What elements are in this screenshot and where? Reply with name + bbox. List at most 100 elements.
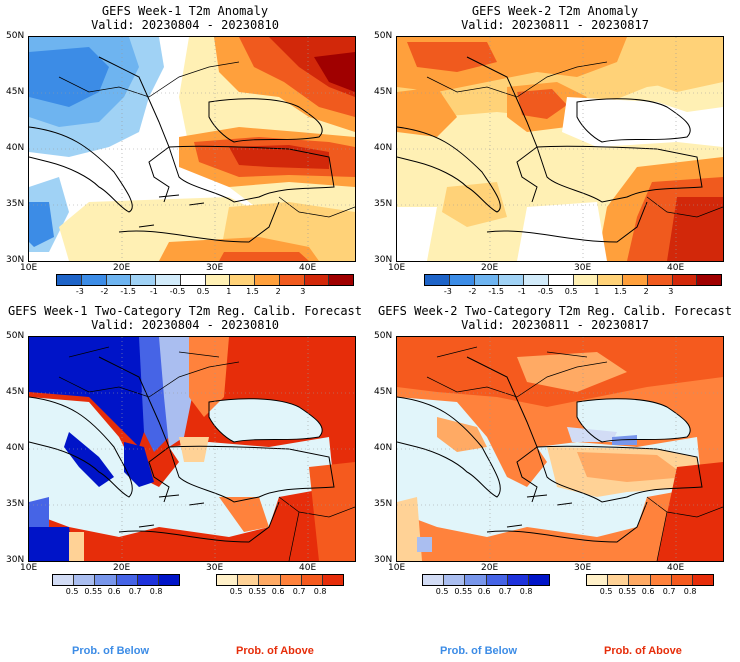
colorbar-swatch — [548, 275, 574, 285]
colorbar-tick-label: -1 — [149, 287, 158, 296]
colorbar-tick-label: 0.8 — [683, 587, 697, 596]
colorbar-tick-label: -0.5 — [169, 287, 186, 296]
colorbar-swatch — [692, 575, 714, 585]
colorbar-swatch — [629, 575, 651, 585]
lat-label: 40N — [374, 443, 393, 453]
colorbar-swatch — [205, 275, 231, 285]
colorbar-swatch — [238, 575, 260, 585]
prob-above-label-left: Prob. of Above — [236, 645, 314, 657]
colorbar-swatch — [671, 575, 693, 585]
colorbar-tick-label: -1.5 — [488, 287, 504, 296]
colorbar-swatch — [329, 275, 353, 285]
colorbar-tick-label: 0.8 — [313, 587, 327, 596]
colorbar-swatch — [57, 275, 82, 285]
anomaly-colorbar-left — [56, 274, 354, 286]
colorbar-swatch — [81, 275, 107, 285]
lat-label: 40N — [374, 143, 393, 153]
lon-label: 10E — [388, 563, 406, 573]
colorbar-swatch — [301, 575, 323, 585]
colorbar-swatch — [598, 275, 623, 285]
colorbar-swatch — [507, 575, 529, 585]
colorbar-tick-label: 0.55 — [454, 587, 473, 596]
colorbar-swatch — [230, 275, 255, 285]
colorbar-swatch — [608, 575, 630, 585]
colorbar-swatch — [650, 575, 672, 585]
lat-label: 50N — [374, 31, 393, 41]
colorbar-swatch — [587, 575, 609, 585]
map-week2-anomaly — [396, 36, 724, 262]
lon-label: 40E — [667, 263, 685, 273]
panel-title-week2-prob: GEFS Week-2 Two-Category T2m Reg. Calib.… — [370, 304, 740, 332]
colorbar-swatch — [425, 275, 450, 285]
colorbar-swatch — [116, 575, 138, 585]
prob-below-colorbar-right — [422, 574, 550, 586]
colorbar-tick-label: -1 — [517, 287, 526, 296]
colorbar-swatch — [106, 275, 132, 285]
lon-label: 10E — [20, 563, 38, 573]
lon-label: 30E — [574, 563, 592, 573]
lat-label: 45N — [6, 87, 25, 97]
lon-label: 20E — [113, 263, 131, 273]
lat-label: 35N — [374, 499, 393, 509]
colorbar-swatch — [53, 575, 75, 585]
valid-text: Valid: 20230811 - 20230817 — [461, 18, 649, 32]
colorbar-swatch — [255, 275, 280, 285]
map-week1-anomaly — [28, 36, 356, 262]
colorbar-tick-label: 0.7 — [662, 587, 676, 596]
colorbar-tick-label: 0.5 — [65, 587, 79, 596]
probability-field — [397, 337, 723, 561]
colorbar-tick-label: 0.6 — [107, 587, 121, 596]
colorbar-swatch — [465, 575, 487, 585]
colorbar-tick-label: 1 — [594, 287, 600, 296]
title-text: GEFS Week-2 T2m Anomaly — [471, 4, 639, 18]
prob-above-colorbar-left — [216, 574, 344, 586]
colorbar-swatch — [449, 275, 475, 285]
colorbar-swatch — [486, 575, 508, 585]
colorbar-swatch — [279, 275, 305, 285]
colorbar-tick-label: 0.55 — [84, 587, 103, 596]
valid-text: Valid: 20230811 - 20230817 — [461, 318, 649, 332]
colorbar-tick-label: 0.8 — [149, 587, 163, 596]
prob-below-label-left: Prob. of Below — [72, 645, 149, 657]
colorbar-tick-label: 0.7 — [292, 587, 306, 596]
colorbar-tick-label: 0.55 — [618, 587, 637, 596]
colorbar-tick-label: -2 — [100, 287, 109, 296]
lon-label: 40E — [299, 563, 317, 573]
colorbar-tick-label: 0.7 — [128, 587, 142, 596]
colorbar-tick-label: 1 — [226, 287, 232, 296]
anomaly-field — [29, 37, 355, 261]
lat-label: 40N — [6, 143, 25, 153]
colorbar-swatch — [74, 575, 96, 585]
lon-label: 40E — [299, 263, 317, 273]
colorbar-tick-label: 0.6 — [271, 587, 285, 596]
colorbar-tick-label: 1.5 — [246, 287, 259, 296]
valid-text: Valid: 20230804 - 20230810 — [91, 18, 279, 32]
colorbar-swatch — [158, 575, 180, 585]
title-text: GEFS Week-2 Two-Category T2m Reg. Calib.… — [377, 304, 732, 318]
lat-label: 35N — [374, 199, 393, 209]
colorbar-tick-label: 0.6 — [641, 587, 655, 596]
lat-label: 40N — [6, 443, 25, 453]
lat-label: 30N — [6, 555, 25, 565]
lat-label: 50N — [6, 331, 25, 341]
panel-title-week1-anomaly: GEFS Week-1 T2m Anomaly Valid: 20230804 -… — [0, 4, 370, 32]
colorbar-tick-label: 3 — [300, 287, 306, 296]
lon-label: 30E — [206, 263, 224, 273]
map-week2-probability — [396, 336, 724, 562]
lat-label: 45N — [374, 87, 393, 97]
colorbar-swatch — [217, 575, 239, 585]
prob-above-label-right: Prob. of Above — [604, 645, 682, 657]
colorbar-swatch — [95, 575, 117, 585]
lon-label: 40E — [667, 563, 685, 573]
colorbar-tick-label: 0.5 — [229, 587, 243, 596]
colorbar-swatch — [180, 275, 206, 285]
colorbar-tick-label: 2 — [275, 287, 281, 296]
colorbar-swatch — [322, 575, 344, 585]
prob-below-colorbar-left — [52, 574, 180, 586]
lon-label: 30E — [206, 563, 224, 573]
colorbar-tick-label: 0.5 — [196, 287, 210, 296]
lat-label: 35N — [6, 199, 25, 209]
colorbar-swatch — [444, 575, 466, 585]
colorbar-tick-label: 0.55 — [248, 587, 267, 596]
colorbar-tick-label: 0.6 — [477, 587, 491, 596]
